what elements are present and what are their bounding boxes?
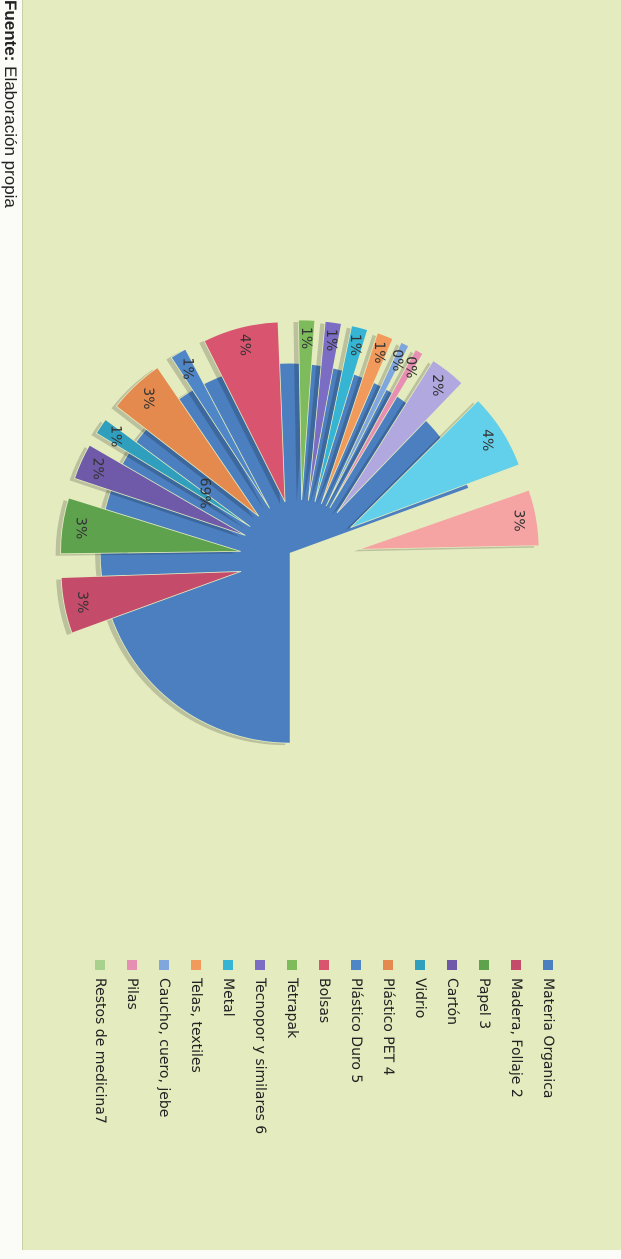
pie-slice-unlabeled bbox=[350, 400, 520, 529]
legend-swatch-telas-textiles bbox=[191, 960, 201, 970]
pie-label-madera-follaje-2: 3% bbox=[74, 591, 90, 613]
legend-label-papel-3: Papel 3 bbox=[476, 978, 492, 1029]
legend-swatch-carton bbox=[447, 960, 457, 970]
legend-label-bolsas: Bolsas bbox=[316, 978, 332, 1023]
legend-swatch-tetrapak bbox=[287, 960, 297, 970]
pie-slice-tecnopor-y-similares-6 bbox=[307, 320, 342, 501]
pie-label-unlabeled: 3% bbox=[510, 510, 526, 532]
pie-slice-tetrapak bbox=[298, 319, 316, 501]
legend-label-telas-textiles: Telas, textiles bbox=[188, 977, 204, 1073]
legend-label-madera-follaje-2: Madera, Follaje 2 bbox=[508, 978, 524, 1098]
legend-swatch-vidrio bbox=[415, 960, 425, 970]
pie-label-pilas: 0% bbox=[402, 356, 418, 378]
legend-swatch-pilas bbox=[127, 960, 137, 970]
pie-slice-madera-follaje-2 bbox=[60, 571, 242, 634]
legend-label-restos-de-medicina7: Restos de medicina7 bbox=[92, 978, 108, 1124]
chart-legend: Materia Organica Madera, Follaje 2 Papel 3… bbox=[92, 960, 556, 1134]
pie-label-vidrio: 1% bbox=[108, 425, 124, 447]
legend-swatch-materia-organica bbox=[543, 960, 553, 970]
pie-slice-caucho-cuero-jebe bbox=[325, 341, 410, 507]
legend-swatch-bolsas bbox=[319, 960, 329, 970]
legend-label-pilas: Pilas bbox=[124, 978, 140, 1010]
legend-swatch-madera-follaje-2 bbox=[511, 960, 521, 970]
pie-slice-shadow bbox=[166, 351, 265, 511]
pie-label-tecnopor-y-similares-6: 1% bbox=[323, 329, 339, 351]
pie-slice-plastico-pet-4 bbox=[115, 367, 260, 517]
legend-swatch-metal bbox=[223, 960, 233, 970]
pie-slice-restos-de-medicina7 bbox=[336, 360, 463, 514]
pie-label-metal: 1% bbox=[347, 334, 363, 356]
legend-swatch-papel-3 bbox=[479, 960, 489, 970]
pie-label-telas-textiles: 1% bbox=[371, 341, 387, 363]
legend-swatch-plastico-duro-5 bbox=[351, 960, 361, 970]
pie-slice-bolsas bbox=[203, 321, 286, 503]
pie-label-carton: 2% bbox=[90, 458, 106, 480]
legend-label-tecnopor-y-similares-6: Tecnopor y similares 6 bbox=[252, 977, 268, 1134]
pie-label-plastico-duro-5: 1% bbox=[179, 358, 195, 380]
legend-label-plastico-duro-5: Plástico Duro 5 bbox=[348, 978, 364, 1083]
legend-label-plastico-pet-4: Plástico PET 4 bbox=[380, 978, 396, 1076]
legend-label-vidrio: Vidrio bbox=[412, 978, 428, 1018]
pie-label-unlabeled: 4% bbox=[479, 429, 495, 451]
legend-swatch-caucho-cuero-jebe bbox=[159, 960, 169, 970]
pie-slice-telas-textiles bbox=[320, 332, 394, 505]
pie-label-tetrapak: 1% bbox=[298, 327, 314, 349]
pie-label-bolsas: 4% bbox=[237, 334, 253, 356]
pie-slice-unlabeled bbox=[358, 489, 540, 550]
legend-swatch-plastico-pet-4 bbox=[383, 960, 393, 970]
pie-slices bbox=[55, 319, 540, 746]
legend-label-carton: Cartón bbox=[444, 978, 460, 1025]
pie-labels: 69%3%3%2%1%3%1%4% 1% 1% 1% 1% 0%0%2%4%3% bbox=[72, 327, 526, 613]
pie-label-restos-de-medicina7: 2% bbox=[429, 374, 445, 396]
pie-slice-papel-3 bbox=[60, 497, 241, 555]
legend-swatch-restos-de-medicina7 bbox=[95, 960, 105, 970]
legend-swatch-tecnopor-y-similares-6 bbox=[255, 960, 265, 970]
legend-label-caucho-cuero-jebe: Caucho, cuero, jebe bbox=[156, 978, 172, 1117]
pie-label-caucho-cuero-jebe: 0% bbox=[389, 349, 405, 371]
legend-label-tetrapak: Tetrapak bbox=[284, 977, 300, 1039]
pie-label-papel-3: 3% bbox=[72, 517, 88, 539]
legend-label-metal: Metal bbox=[220, 978, 236, 1017]
pie-slice-vidrio bbox=[95, 418, 251, 527]
pie-slice-carton bbox=[74, 444, 246, 536]
pie-slice-metal bbox=[314, 325, 369, 503]
pie-label-plastico-pet-4: 3% bbox=[140, 387, 156, 409]
legend-label-materia-organica: Materia Organica bbox=[540, 978, 556, 1098]
pie-slice-pilas bbox=[329, 349, 424, 509]
pie-label-materia-organica: 69% bbox=[197, 478, 213, 509]
pie-slice-plastico-duro-5 bbox=[170, 348, 270, 509]
